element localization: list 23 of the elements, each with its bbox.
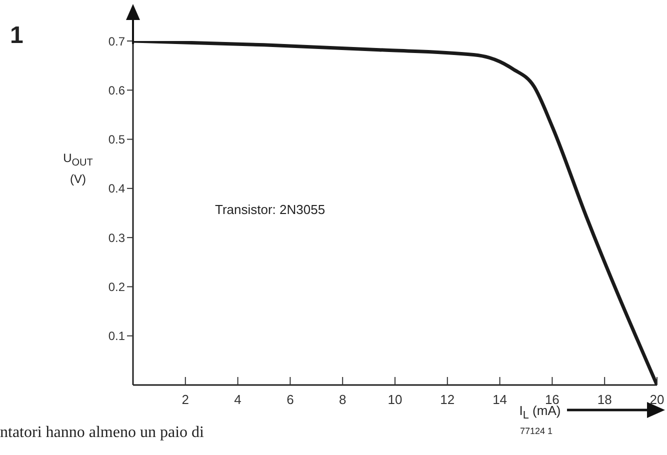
- text: ntatori hanno almeno un paio di: [0, 424, 204, 442]
- x-tick-label: 2: [182, 392, 190, 408]
- y-tick-label: 0.1: [108, 329, 126, 344]
- y-tick-label: 0.3: [108, 230, 126, 245]
- annotation: Transistor: 2N3055: [215, 202, 326, 217]
- y-tick-label: 0.2: [108, 280, 126, 294]
- text: 1: [10, 22, 24, 50]
- x-tick-label: 8: [338, 392, 346, 408]
- x-tick-label: 14: [492, 392, 508, 408]
- x-tick-label: 12: [440, 392, 455, 408]
- y-tick-label: 0.5: [108, 132, 126, 147]
- text: 77124 1: [520, 426, 553, 436]
- x-tick-label: 10: [388, 392, 402, 408]
- x-axis-title: I$_{L}$ (mA): [518, 403, 562, 423]
- y-tick-label: 0.4: [108, 182, 126, 196]
- y-tick-label: 0.6: [108, 83, 126, 98]
- x-tick-label: 6: [286, 392, 294, 408]
- x-tick-label: 20: [650, 392, 664, 408]
- x-tick-label: 4: [234, 392, 242, 408]
- y-axis-title: U$_{OUT}$ (V): [62, 150, 94, 188]
- y-tick-label: 0.7: [108, 34, 126, 48]
- x-tick-label: 18: [597, 392, 612, 408]
- line-series: [133, 41, 657, 385]
